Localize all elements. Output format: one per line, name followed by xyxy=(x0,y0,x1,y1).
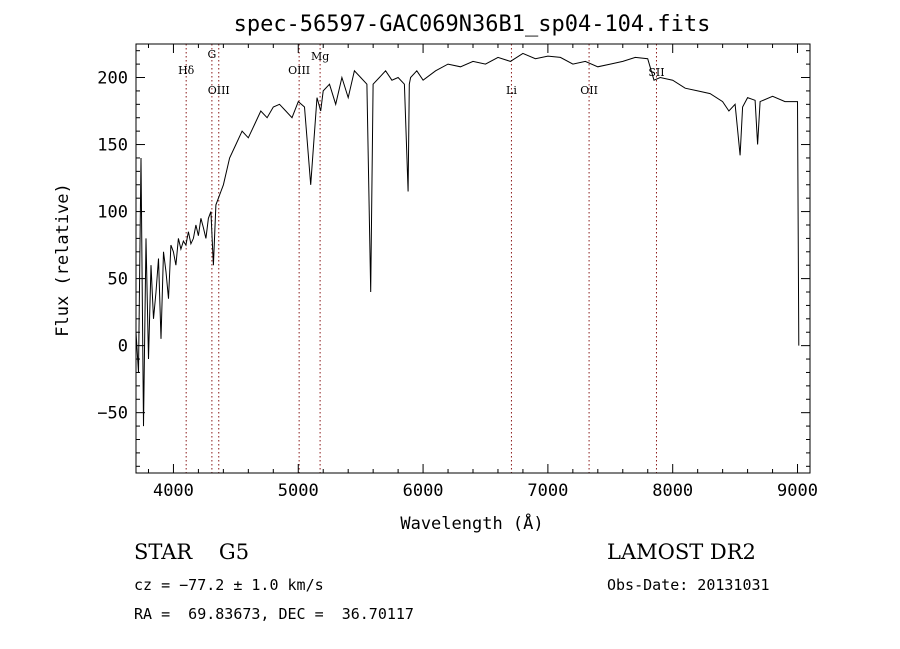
line-label-6: OII xyxy=(580,84,598,97)
chart-title: spec-56597-GAC069N36B1_sp04-104.fits xyxy=(234,12,711,37)
line-label-3: OIII xyxy=(288,64,310,77)
line-label-4: Mg xyxy=(311,50,329,63)
survey-name: LAMOST DR2 xyxy=(607,540,756,564)
plot-frame xyxy=(135,43,811,474)
observation-date: Obs-Date: 20131031 xyxy=(607,576,770,594)
y-tick-label-150: 150 xyxy=(97,136,128,156)
x-tick-label-7000: 7000 xyxy=(527,481,568,501)
x-tick-label-6000: 6000 xyxy=(403,481,444,501)
x-tick-label-9000: 9000 xyxy=(777,481,818,501)
x-tick-label-8000: 8000 xyxy=(652,481,693,501)
y-tick-label--50: −50 xyxy=(97,404,128,424)
line-label-1: G xyxy=(207,48,216,61)
y-tick-label-100: 100 xyxy=(97,203,128,223)
object-class: STAR G5 xyxy=(134,540,250,564)
x-axis-label: Wavelength (Å) xyxy=(400,512,543,534)
spectrum-series-0 xyxy=(135,52,800,427)
redshift-velocity: cz = −77.2 ± 1.0 km/s xyxy=(134,576,324,594)
line-label-0: Hδ xyxy=(178,64,195,77)
y-tick-label-200: 200 xyxy=(97,69,128,89)
spectrum-chart: spec-56597-GAC069N36B1_sp04-104.fits Hδ G… xyxy=(53,12,818,534)
y-tick-label-0: 0 xyxy=(118,337,128,357)
y-axis-label: Flux (relative) xyxy=(53,183,73,337)
plot-area xyxy=(135,52,800,427)
x-tick-label-5000: 5000 xyxy=(278,481,319,501)
line-label-5: Li xyxy=(506,84,517,97)
line-label-2: OIII xyxy=(208,84,230,97)
coordinates: RA = 69.83673, DEC = 36.70117 xyxy=(134,605,414,623)
axis-ticks: 4000 5000 6000 7000 8000 9000 −50 0 50 100 150 200 xyxy=(97,44,818,501)
y-tick-label-50: 50 xyxy=(108,270,128,290)
x-tick-label-4000: 4000 xyxy=(153,481,194,501)
